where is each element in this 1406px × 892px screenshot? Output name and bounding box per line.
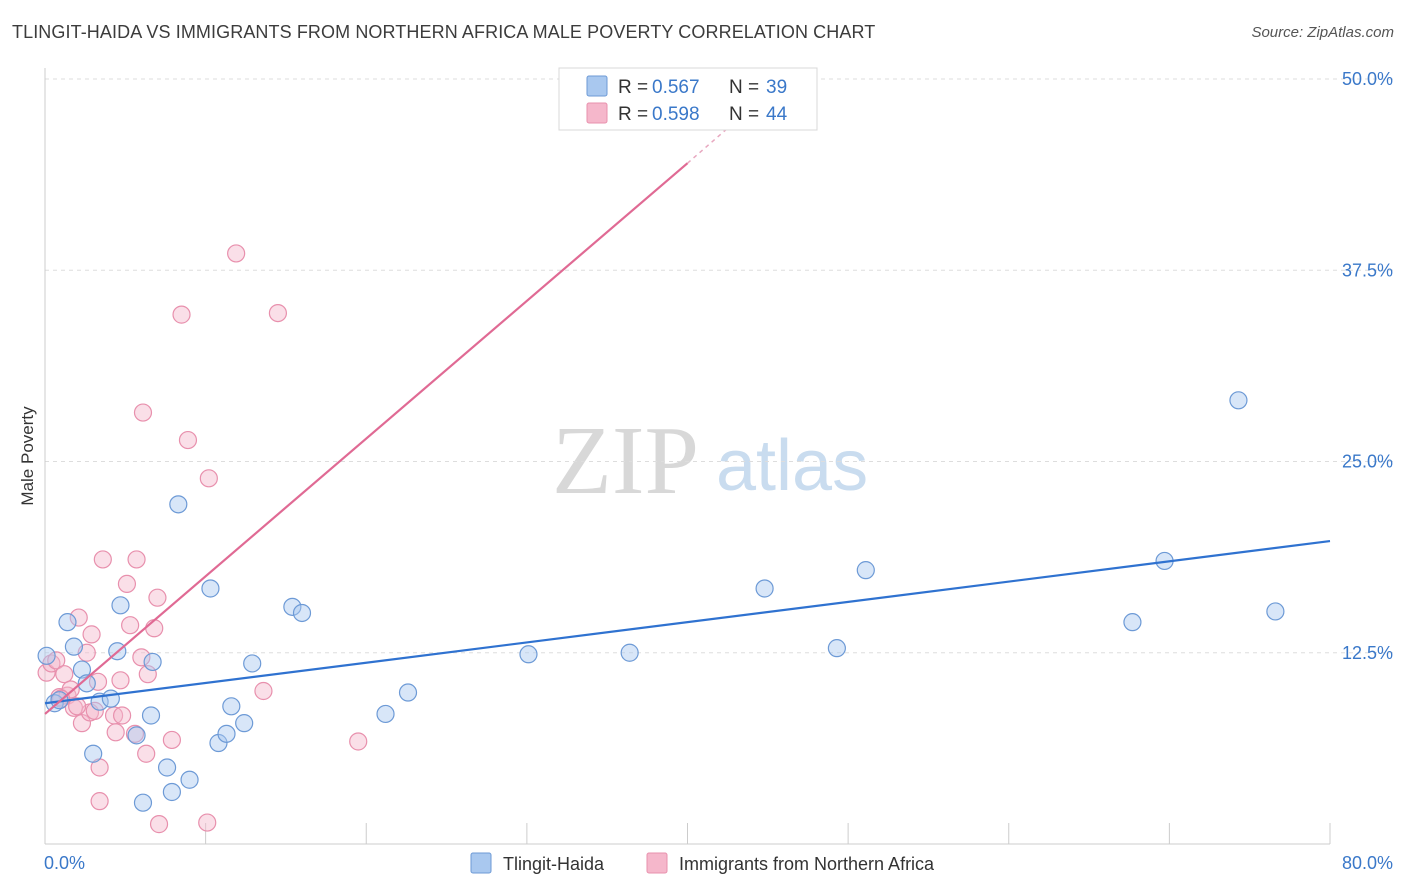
point-immigrants-22 bbox=[121, 616, 140, 635]
trend-line-tlingit-haida bbox=[44, 539, 1331, 705]
point-tlingit-25 bbox=[283, 597, 302, 616]
point-tlingit-27 bbox=[376, 704, 395, 724]
point-tlingit-14 bbox=[143, 652, 162, 672]
point-immigrants-19 bbox=[106, 723, 125, 742]
point-tlingit-24 bbox=[243, 654, 262, 673]
point-tlingit-23 bbox=[235, 714, 254, 733]
point-immigrants-20 bbox=[111, 671, 130, 690]
point-immigrants-13 bbox=[85, 701, 104, 720]
trend-lines bbox=[44, 113, 1331, 715]
point-tlingit-15 bbox=[157, 758, 177, 777]
bottom-legend-label-tlingit: Tlingit-Haida bbox=[503, 854, 605, 874]
y-axis-label: Male Poverty bbox=[18, 406, 37, 506]
point-tlingit-33 bbox=[856, 561, 875, 580]
y-tick-label-3: 50.0% bbox=[1342, 69, 1393, 89]
point-immigrants-29 bbox=[145, 619, 164, 638]
top-legend: R = 0.567 N = 39 R = 0.598 N = 44 bbox=[558, 67, 818, 131]
point-tlingit-17 bbox=[169, 495, 188, 514]
point-tlingit-8 bbox=[101, 689, 120, 708]
x-tick-label-max: 80.0% bbox=[1342, 853, 1393, 873]
legend-n-value-2: 44 bbox=[766, 104, 788, 125]
gridlines bbox=[45, 78, 1393, 654]
x-tick-label-min: 0.0% bbox=[44, 853, 85, 873]
point-tlingit-3 bbox=[64, 637, 84, 656]
legend-swatch-blue bbox=[586, 75, 608, 97]
point-immigrants-43 bbox=[112, 706, 132, 725]
point-tlingit-13 bbox=[141, 706, 161, 725]
point-immigrants-12 bbox=[82, 625, 101, 644]
x-ticks bbox=[205, 823, 1331, 844]
point-immigrants-33 bbox=[172, 305, 191, 324]
point-tlingit-31 bbox=[755, 579, 774, 598]
y-tick-label-1: 25.0% bbox=[1342, 452, 1393, 472]
point-immigrants-27 bbox=[137, 744, 156, 763]
point-immigrants-40 bbox=[349, 732, 368, 751]
point-immigrants-2 bbox=[47, 651, 66, 670]
point-immigrants-8 bbox=[69, 608, 88, 627]
legend-n-value-1: 39 bbox=[766, 77, 787, 98]
bottom-legend-label-immigrants: Immigrants from Northern Africa bbox=[679, 854, 935, 874]
y-tick-label-0: 12.5% bbox=[1342, 643, 1393, 663]
point-tlingit-28 bbox=[398, 683, 418, 702]
bottom-legend-swatch-pink bbox=[646, 852, 668, 874]
bottom-legend-swatch-blue bbox=[470, 852, 492, 874]
point-immigrants-35 bbox=[198, 813, 217, 832]
point-immigrants-16 bbox=[90, 792, 109, 811]
point-immigrants-24 bbox=[127, 550, 146, 569]
point-immigrants-31 bbox=[149, 815, 169, 834]
point-immigrants-17 bbox=[93, 550, 112, 569]
watermark-atlas: atlas bbox=[716, 426, 868, 506]
point-tlingit-16 bbox=[162, 782, 181, 802]
point-tlingit-36 bbox=[1229, 391, 1248, 410]
legend-n-label-2: N = bbox=[729, 104, 759, 125]
bottom-legend: Tlingit-Haida Immigrants from Northern A… bbox=[470, 852, 935, 874]
legend-r-label-1: R = bbox=[618, 77, 648, 98]
point-tlingit-4 bbox=[72, 660, 92, 679]
point-immigrants-34 bbox=[178, 430, 198, 450]
point-tlingit-22 bbox=[222, 697, 241, 716]
point-tlingit-5 bbox=[77, 674, 96, 693]
point-immigrants-6 bbox=[61, 680, 80, 699]
point-tlingit-21 bbox=[217, 724, 236, 743]
point-tlingit-30 bbox=[620, 643, 639, 662]
legend-swatch-pink bbox=[586, 102, 608, 124]
chart-title: TLINGIT-HAIDA VS IMMIGRANTS FROM NORTHER… bbox=[12, 22, 876, 42]
point-immigrants-42 bbox=[68, 697, 87, 716]
point-tlingit-10 bbox=[111, 596, 130, 615]
legend-n-label-1: N = bbox=[729, 77, 759, 98]
point-tlingit-2 bbox=[58, 613, 77, 632]
point-immigrants-25 bbox=[132, 648, 151, 667]
point-immigrants-38 bbox=[254, 681, 273, 701]
point-tlingit-37 bbox=[1266, 602, 1285, 621]
point-tlingit-0 bbox=[37, 646, 56, 665]
point-tlingit-32 bbox=[827, 639, 846, 658]
legend-r-label-2: R = bbox=[618, 104, 648, 125]
point-immigrants-32 bbox=[162, 730, 181, 750]
legend-r-value-2: 0.598 bbox=[652, 104, 700, 125]
trend-line-immigrants bbox=[44, 162, 689, 715]
point-immigrants-36 bbox=[199, 469, 218, 488]
point-immigrants-4 bbox=[55, 665, 74, 684]
series-immigrants-northern-africa bbox=[37, 244, 368, 834]
point-immigrants-39 bbox=[268, 303, 288, 323]
point-tlingit-29 bbox=[519, 645, 538, 664]
point-tlingit-18 bbox=[180, 770, 199, 789]
series-tlingit-haida bbox=[37, 391, 1285, 812]
point-tlingit-19 bbox=[201, 579, 220, 598]
point-tlingit-11 bbox=[127, 726, 146, 745]
legend-r-value-1: 0.567 bbox=[652, 77, 700, 98]
point-immigrants-37 bbox=[227, 244, 246, 263]
point-tlingit-34 bbox=[1123, 613, 1142, 632]
point-immigrants-21 bbox=[117, 574, 137, 594]
y-tick-labels: 12.5% 25.0% 37.5% 50.0% bbox=[1342, 69, 1393, 663]
point-tlingit-12 bbox=[133, 793, 153, 812]
point-tlingit-6 bbox=[84, 744, 103, 763]
point-tlingit-26 bbox=[292, 603, 312, 623]
y-tick-label-2: 37.5% bbox=[1342, 260, 1393, 280]
point-immigrants-30 bbox=[148, 588, 167, 607]
point-immigrants-26 bbox=[133, 403, 153, 422]
source-credit: Source: ZipAtlas.com bbox=[1251, 24, 1394, 41]
